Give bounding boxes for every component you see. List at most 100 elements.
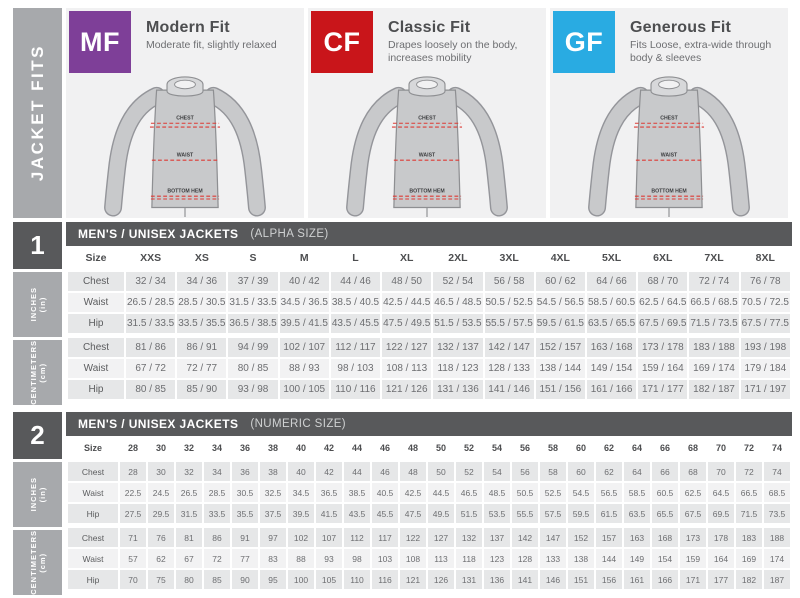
measurement-row-label: Chest bbox=[68, 338, 124, 357]
measurement-row: Waist 22.5 24.5 26.5 28.5 30.5 32.5 34.5 36.5 38.… bbox=[68, 483, 790, 502]
size-value-cell: 122 / 127 bbox=[382, 338, 432, 357]
inches-unit-label: INCHES (in) bbox=[13, 272, 62, 337]
size-value-cell: 179 / 184 bbox=[740, 359, 790, 378]
size-value-cell: 98 bbox=[344, 549, 370, 568]
fit-panel-generous: GF Generous Fit Fits Loose, extra-wide t… bbox=[550, 8, 788, 218]
size-value-cell: 76 / 78 bbox=[740, 272, 790, 291]
centimeters-unit-label: CENTIMETERS (cm) bbox=[13, 340, 62, 405]
size-value-cell: 67.5 / 69.5 bbox=[638, 314, 688, 333]
size-value-cell: 38.5 bbox=[344, 483, 370, 502]
table-subtitle: (ALPHA SIZE) bbox=[250, 228, 329, 240]
size-column-header: 60 bbox=[568, 438, 594, 457]
size-value-cell: 58 bbox=[540, 462, 566, 481]
jacket-svg: CHEST WAIST BOTTOM HEM bbox=[346, 76, 508, 217]
size-value-cell: 80 / 85 bbox=[126, 380, 176, 399]
size-value-cell: 193 / 198 bbox=[740, 338, 790, 357]
size-value-cell: 61.5 bbox=[596, 504, 622, 523]
measurement-row: Chest 71 76 81 86 91 97 102 107 112 117 122 127 132 13… bbox=[68, 528, 790, 547]
size-value-cell: 122 bbox=[400, 528, 426, 547]
table-number-badge: 1 bbox=[13, 222, 62, 269]
size-value-cell: 85 bbox=[204, 570, 230, 589]
measurement-row: Hip 80 / 85 85 / 90 93 / 98 100 / 105 110 / 1… bbox=[68, 380, 790, 399]
size-value-cell: 31.5 bbox=[176, 504, 202, 523]
size-value-cell: 75 bbox=[148, 570, 174, 589]
size-value-cell: 171 / 197 bbox=[740, 380, 790, 399]
size-value-cell: 39.5 / 41.5 bbox=[279, 314, 329, 333]
size-value-cell: 161 / 166 bbox=[586, 380, 637, 399]
size-value-cell: 136 bbox=[484, 570, 510, 589]
size-value-cell: 52 bbox=[456, 462, 482, 481]
size-value-cell: 67.5 bbox=[680, 504, 706, 523]
size-header-row: Size XXS XS S M L XL 2XL 3XL 4XL 5XL 6XL 7XL 8XL bbox=[68, 248, 790, 267]
size-column-header: 70 bbox=[708, 438, 734, 457]
size-value-cell: 66 bbox=[652, 462, 678, 481]
size-value-cell: 113 bbox=[428, 549, 454, 568]
size-column-header: S bbox=[228, 248, 278, 267]
measurement-row-label: Chest bbox=[68, 528, 118, 547]
size-value-cell: 100 / 105 bbox=[279, 380, 329, 399]
fit-panel-modern: MF Modern Fit Moderate fit, slightly rel… bbox=[66, 8, 304, 218]
size-value-cell: 88 / 93 bbox=[279, 359, 329, 378]
size-value-cell: 44 / 46 bbox=[330, 272, 381, 291]
size-value-cell: 83 bbox=[260, 549, 286, 568]
size-value-cell: 131 bbox=[456, 570, 482, 589]
size-value-cell: 55.5 bbox=[512, 504, 538, 523]
size-column-label: Size bbox=[68, 248, 124, 267]
fit-title: Classic Fit bbox=[388, 19, 471, 36]
size-value-cell: 29.5 bbox=[148, 504, 174, 523]
size-column-header: 42 bbox=[316, 438, 342, 457]
size-column-header: 40 bbox=[288, 438, 314, 457]
size-value-cell: 128 / 133 bbox=[484, 359, 534, 378]
size-value-cell: 67.5 / 77.5 bbox=[740, 314, 790, 333]
size-value-cell: 53.5 bbox=[484, 504, 510, 523]
sidebar-title: JACKET FITS bbox=[27, 44, 47, 182]
size-value-cell: 70.5 / 72.5 bbox=[740, 293, 790, 312]
size-value-cell: 132 / 137 bbox=[433, 338, 483, 357]
size-value-cell: 74 bbox=[764, 462, 790, 481]
size-value-cell: 57.5 bbox=[540, 504, 566, 523]
size-value-cell: 163 bbox=[624, 528, 650, 547]
size-value-cell: 110 / 116 bbox=[330, 380, 381, 399]
size-value-cell: 44 bbox=[344, 462, 370, 481]
fit-title: Generous Fit bbox=[630, 19, 732, 36]
size-value-cell: 163 / 168 bbox=[586, 338, 637, 357]
size-column-header: 2XL bbox=[433, 248, 483, 267]
table-left-rail: 2 INCHES (in) CENTIMETERS (cm) bbox=[13, 412, 62, 598]
size-value-cell: 182 / 187 bbox=[689, 380, 739, 399]
size-value-cell: 43.5 / 45.5 bbox=[330, 314, 381, 333]
size-value-cell: 34.5 bbox=[288, 483, 314, 502]
size-value-cell: 144 bbox=[596, 549, 622, 568]
size-value-cell: 54.5 / 56.5 bbox=[535, 293, 585, 312]
size-value-cell: 137 bbox=[484, 528, 510, 547]
size-value-cell: 62 bbox=[596, 462, 622, 481]
size-value-cell: 32 bbox=[176, 462, 202, 481]
size-column-header: 28 bbox=[120, 438, 146, 457]
size-value-cell: 70 bbox=[708, 462, 734, 481]
fit-description: Fits Loose, extra-wide through body & sl… bbox=[630, 39, 772, 64]
waist-line-label: WAIST bbox=[177, 152, 194, 158]
size-value-cell: 28.5 bbox=[204, 483, 230, 502]
size-value-cell: 69.5 bbox=[708, 504, 734, 523]
size-value-cell: 86 bbox=[204, 528, 230, 547]
size-value-cell: 72 / 77 bbox=[177, 359, 227, 378]
table-left-rail: 1 INCHES (in) CENTIMETERS (cm) bbox=[13, 222, 62, 408]
measurement-row: Waist 26.5 / 28.5 28.5 / 30.5 31.5 / 33.5 34… bbox=[68, 293, 790, 312]
size-value-cell: 182 bbox=[736, 570, 762, 589]
size-column-header: M bbox=[279, 248, 329, 267]
size-value-cell: 127 bbox=[428, 528, 454, 547]
table-subtitle: (NUMERIC SIZE) bbox=[250, 418, 347, 430]
size-value-cell: 48 / 50 bbox=[382, 272, 432, 291]
size-value-cell: 52.5 bbox=[540, 483, 566, 502]
hem-line-label: BOTTOM HEM bbox=[651, 188, 686, 194]
size-value-cell: 68.5 bbox=[764, 483, 790, 502]
measurement-row-label: Hip bbox=[68, 504, 118, 523]
jacket-illustration: CHEST WAIST BOTTOM HEM bbox=[550, 74, 788, 218]
centimeters-table: Chest 71 76 81 86 91 97 102 107 112 117 122 127 132 13… bbox=[66, 526, 792, 591]
size-value-cell: 46 bbox=[372, 462, 398, 481]
table-number-badge: 2 bbox=[13, 412, 62, 459]
size-value-cell: 107 bbox=[316, 528, 342, 547]
size-value-cell: 152 / 157 bbox=[535, 338, 585, 357]
size-value-cell: 118 / 123 bbox=[433, 359, 483, 378]
size-value-cell: 28 bbox=[120, 462, 146, 481]
measurement-row-label: Hip bbox=[68, 380, 124, 399]
